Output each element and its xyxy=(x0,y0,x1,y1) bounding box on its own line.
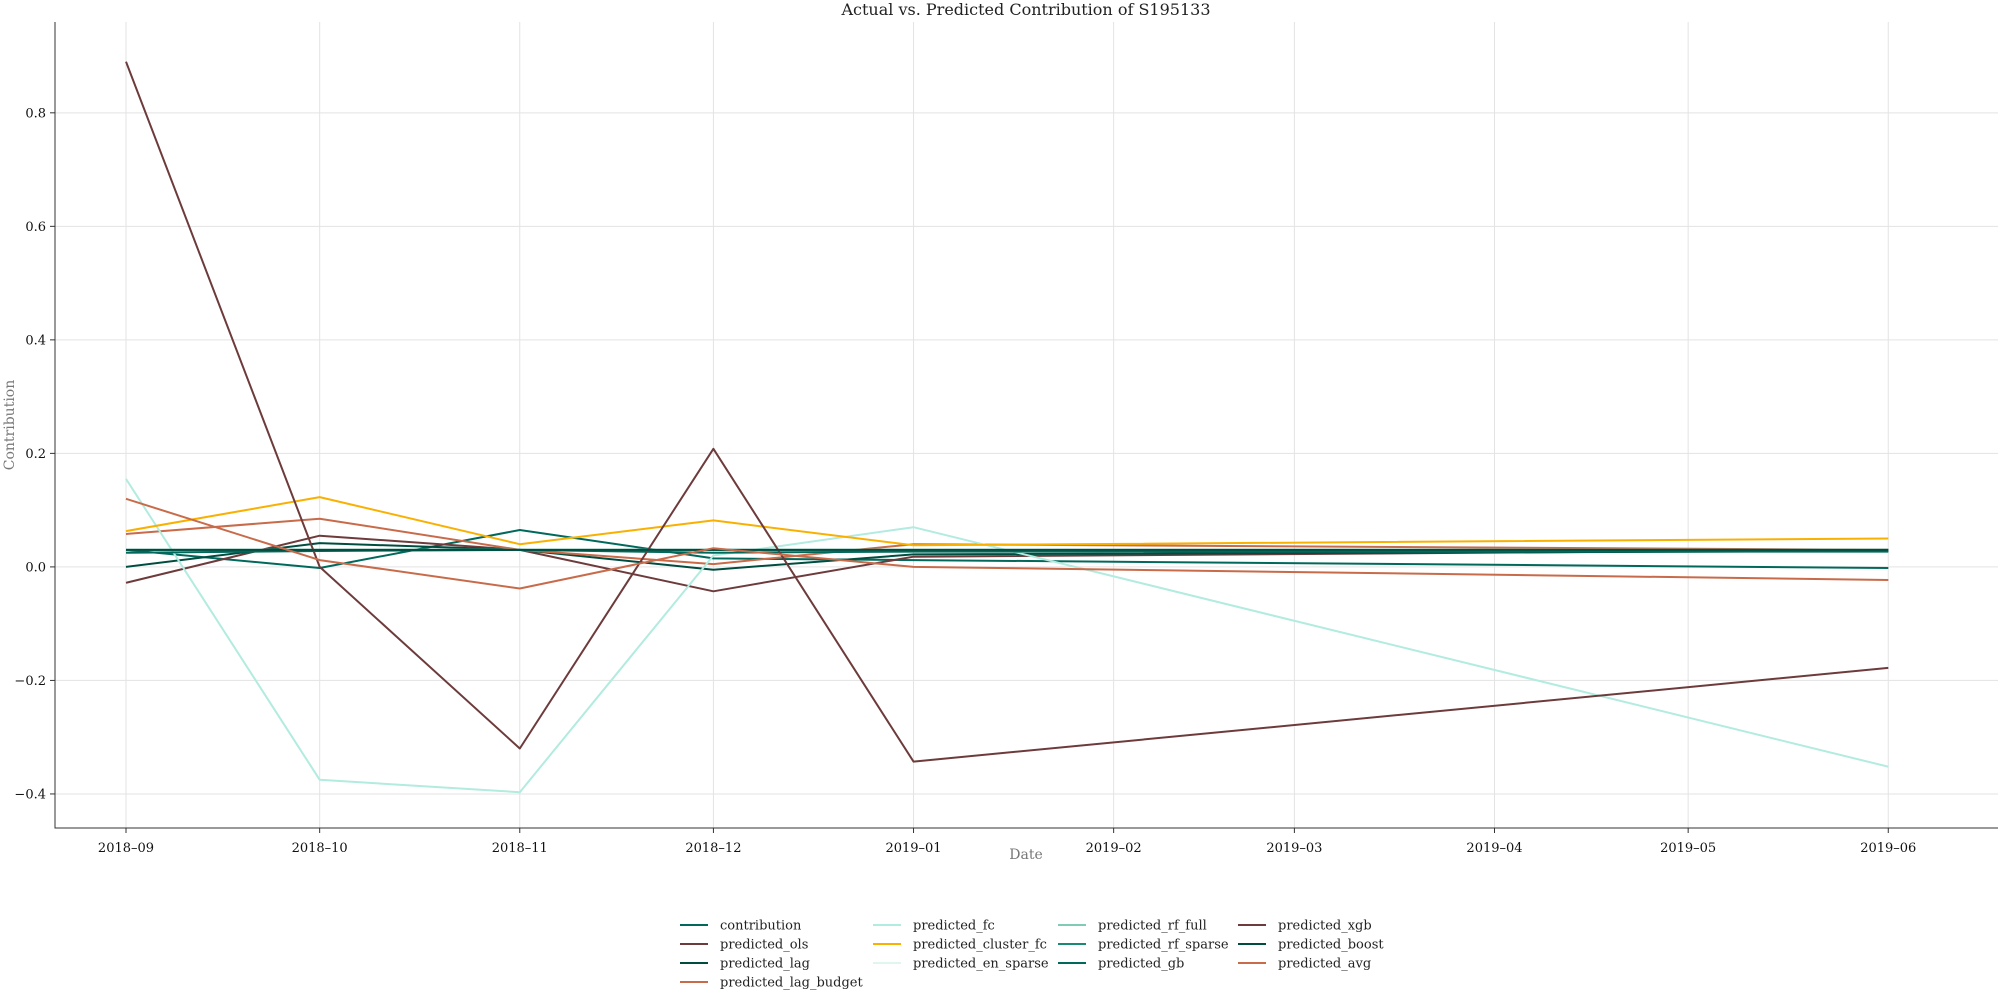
x-axis-label: Date xyxy=(1009,847,1042,863)
legend-entry-predicted-ols: predicted_ols xyxy=(680,938,808,953)
legend-entry-predicted-rf-full: predicted_rf_full xyxy=(1058,919,1207,934)
y-tick-label: 0.6 xyxy=(25,220,46,235)
y-axis-label: Contribution xyxy=(2,380,18,470)
legend-label: predicted_cluster_fc xyxy=(913,938,1047,953)
series-line-predicted-lag xyxy=(125,542,1889,571)
legend-label: predicted_avg xyxy=(1278,957,1371,972)
series-line-predicted-avg xyxy=(125,497,1889,590)
x-tick-label: 2019–05 xyxy=(1660,841,1716,856)
grid xyxy=(55,22,1998,828)
chart-title: Actual vs. Predicted Contribution of S19… xyxy=(840,0,1210,19)
axis-spines xyxy=(54,22,1998,829)
legend: contributionpredicted_olspredicted_lagpr… xyxy=(680,919,1384,991)
x-tick-label: 2018–12 xyxy=(685,841,741,856)
series-line-predicted-ols xyxy=(125,534,1889,593)
legend-entry-predicted-en-sparse: predicted_en_sparse xyxy=(873,957,1049,972)
x-tick-label: 2019–02 xyxy=(1086,841,1142,856)
legend-entry-predicted-xgb: predicted_xgb xyxy=(1238,919,1372,934)
legend-entry-predicted-fc: predicted_fc xyxy=(873,919,995,934)
legend-label: predicted_ols xyxy=(720,938,808,953)
legend-label: predicted_lag_budget xyxy=(720,976,863,991)
legend-entry-predicted-lag: predicted_lag xyxy=(680,957,810,972)
series-lines xyxy=(125,61,1889,794)
x-tick-label: 2019–04 xyxy=(1466,841,1522,856)
legend-label: predicted_gb xyxy=(1098,957,1184,972)
y-tick-label: 0.8 xyxy=(25,106,46,121)
y-ticks: −0.4 −0.2 0.0 0.2 0.4 0.6 0.8 xyxy=(14,106,55,802)
y-tick-label: −0.2 xyxy=(14,674,46,689)
axes xyxy=(54,22,1998,829)
x-tick-label: 2018–11 xyxy=(492,841,548,856)
series-line-predicted-gb xyxy=(125,548,1889,554)
legend-label: predicted_fc xyxy=(913,919,995,934)
series-line-predicted-fc xyxy=(125,478,1889,794)
y-tick-label: 0.4 xyxy=(25,333,46,348)
legend-entry-predicted-avg: predicted_avg xyxy=(1238,957,1371,972)
legend-entry-predicted-lag-budget: predicted_lag_budget xyxy=(680,976,863,991)
legend-label: predicted_lag xyxy=(720,957,810,972)
series-line-contribution xyxy=(125,529,1889,569)
x-tick-label: 2018–10 xyxy=(292,841,348,856)
x-tick-label: 2019–01 xyxy=(885,841,941,856)
y-tick-label: 0.2 xyxy=(25,447,46,462)
legend-entry-predicted-cluster-fc: predicted_cluster_fc xyxy=(873,938,1047,953)
series-line-predicted-xgb xyxy=(125,61,1889,763)
legend-label: predicted_rf_full xyxy=(1098,919,1207,934)
x-tick-label: 2019–03 xyxy=(1266,841,1322,856)
x-tick-label: 2019–06 xyxy=(1860,841,1916,856)
series-line-predicted-cluster-fc xyxy=(125,496,1889,547)
legend-entry-predicted-boost: predicted_boost xyxy=(1238,938,1384,953)
legend-label: predicted_en_sparse xyxy=(913,957,1049,972)
y-tick-label: −0.4 xyxy=(14,787,46,802)
x-ticks: 2018–09 2018–10 2018–11 2018–12 2019–01 2019–… xyxy=(98,828,1916,856)
legend-entry-predicted-rf-sparse: predicted_rf_sparse xyxy=(1058,938,1229,953)
legend-entry-predicted-gb: predicted_gb xyxy=(1058,957,1184,972)
legend-label: contribution xyxy=(720,919,802,934)
legend-label: predicted_rf_sparse xyxy=(1098,938,1229,953)
legend-label: predicted_boost xyxy=(1278,938,1384,953)
y-tick-label: 0.0 xyxy=(25,560,46,575)
x-tick-label: 2018–09 xyxy=(98,841,154,856)
legend-entry-contribution: contribution xyxy=(680,919,802,934)
legend-label: predicted_xgb xyxy=(1278,919,1372,934)
